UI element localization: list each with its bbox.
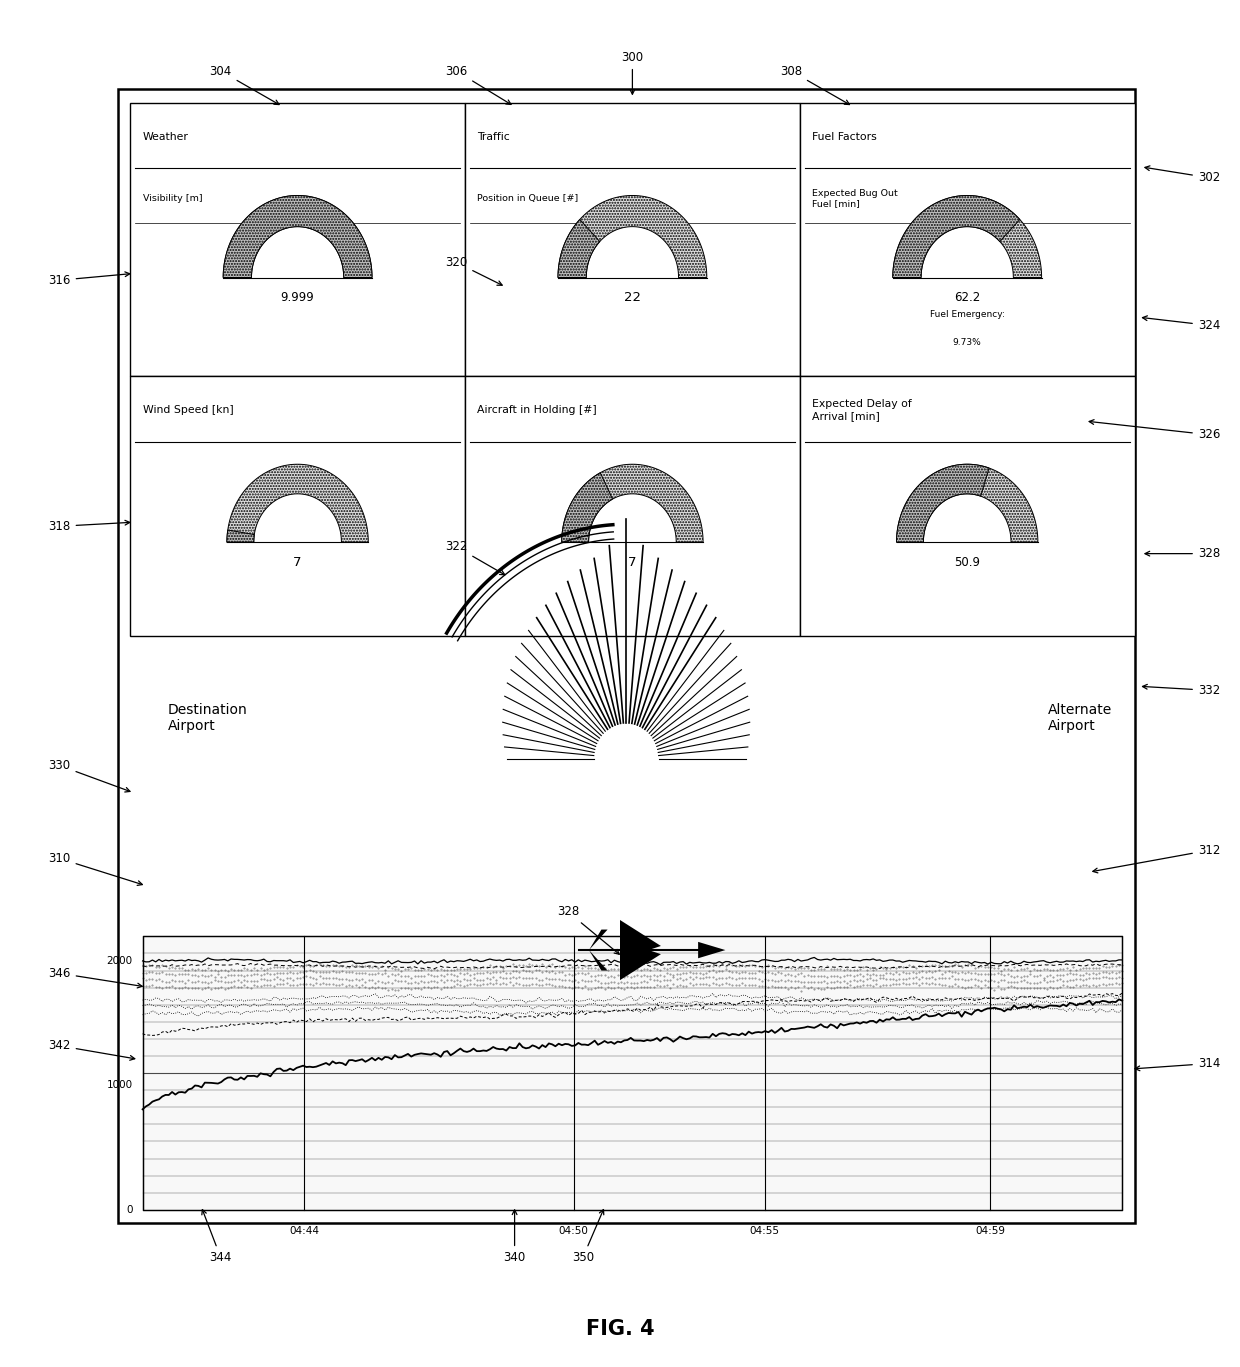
Polygon shape <box>562 465 703 543</box>
Bar <box>465 103 800 376</box>
Text: 04:50: 04:50 <box>559 1226 589 1236</box>
Text: 304: 304 <box>210 64 279 104</box>
Text: 22: 22 <box>624 291 641 305</box>
Text: Weather: Weather <box>143 131 188 142</box>
Polygon shape <box>620 950 661 980</box>
Bar <box>118 89 1135 1223</box>
Text: 308: 308 <box>780 64 849 104</box>
Text: 332: 332 <box>1142 684 1220 697</box>
Text: Expected Delay of
Arrival [min]: Expected Delay of Arrival [min] <box>812 399 911 421</box>
Text: 302: 302 <box>1145 165 1220 185</box>
Text: 346: 346 <box>48 966 143 988</box>
Text: 316: 316 <box>48 272 130 287</box>
Text: 0: 0 <box>126 1204 133 1215</box>
Text: 50.9: 50.9 <box>955 556 980 569</box>
Text: Destination
Airport: Destination Airport <box>167 703 247 733</box>
Text: 322: 322 <box>445 540 505 574</box>
Text: Fuel Factors: Fuel Factors <box>812 131 877 142</box>
Text: Alternate
Airport: Alternate Airport <box>1048 703 1112 733</box>
Text: 320: 320 <box>445 256 502 286</box>
Text: 300: 300 <box>621 51 644 94</box>
Text: 350: 350 <box>572 1210 604 1264</box>
Text: Expected Bug Out
Fuel [min]: Expected Bug Out Fuel [min] <box>812 189 898 208</box>
Bar <box>143 936 1122 1210</box>
Polygon shape <box>227 530 254 543</box>
Polygon shape <box>227 465 368 543</box>
Polygon shape <box>620 920 661 950</box>
Text: Position in Queue [#]: Position in Queue [#] <box>477 194 579 202</box>
Bar <box>800 376 1135 636</box>
Text: Aircraft in Holding [#]: Aircraft in Holding [#] <box>477 405 598 416</box>
Text: 04:59: 04:59 <box>975 1226 1004 1236</box>
Text: 328: 328 <box>557 905 619 954</box>
Polygon shape <box>897 465 1038 543</box>
Text: 306: 306 <box>445 64 511 104</box>
Polygon shape <box>558 195 707 278</box>
Polygon shape <box>893 195 1019 278</box>
Text: 9.73%: 9.73% <box>952 338 982 347</box>
Text: Wind Speed [kn]: Wind Speed [kn] <box>143 405 233 416</box>
Text: 328: 328 <box>1145 547 1220 560</box>
Text: 340: 340 <box>503 1210 526 1264</box>
Polygon shape <box>589 930 608 950</box>
Bar <box>800 103 1135 376</box>
Polygon shape <box>562 473 613 543</box>
Polygon shape <box>589 950 608 971</box>
Bar <box>130 376 465 636</box>
Polygon shape <box>223 195 372 278</box>
Text: 1000: 1000 <box>107 1080 133 1091</box>
Text: 342: 342 <box>48 1039 135 1061</box>
Text: 7: 7 <box>294 556 301 569</box>
Polygon shape <box>893 195 1042 278</box>
Bar <box>130 103 465 376</box>
Text: 9.999: 9.999 <box>280 291 315 305</box>
Polygon shape <box>897 465 990 543</box>
Text: 04:44: 04:44 <box>289 1226 319 1236</box>
Text: 04:55: 04:55 <box>750 1226 780 1236</box>
Text: 324: 324 <box>1142 316 1220 332</box>
Text: 2000: 2000 <box>107 956 133 966</box>
Text: Fuel Emergency:: Fuel Emergency: <box>930 310 1004 320</box>
Text: Visibility [m]: Visibility [m] <box>143 194 202 202</box>
Bar <box>465 376 800 636</box>
Text: 310: 310 <box>48 852 143 886</box>
Polygon shape <box>223 195 372 278</box>
Text: 314: 314 <box>1135 1057 1220 1070</box>
Polygon shape <box>558 220 600 278</box>
Text: 326: 326 <box>1089 420 1220 442</box>
Text: 312: 312 <box>1092 843 1220 874</box>
Text: FIG. 4: FIG. 4 <box>585 1319 655 1338</box>
Text: 318: 318 <box>48 519 130 533</box>
Text: 62.2: 62.2 <box>954 291 981 305</box>
Text: 330: 330 <box>48 759 130 791</box>
Text: 7: 7 <box>629 556 636 569</box>
Text: 344: 344 <box>202 1210 232 1264</box>
Polygon shape <box>698 942 725 958</box>
Text: Traffic: Traffic <box>477 131 510 142</box>
